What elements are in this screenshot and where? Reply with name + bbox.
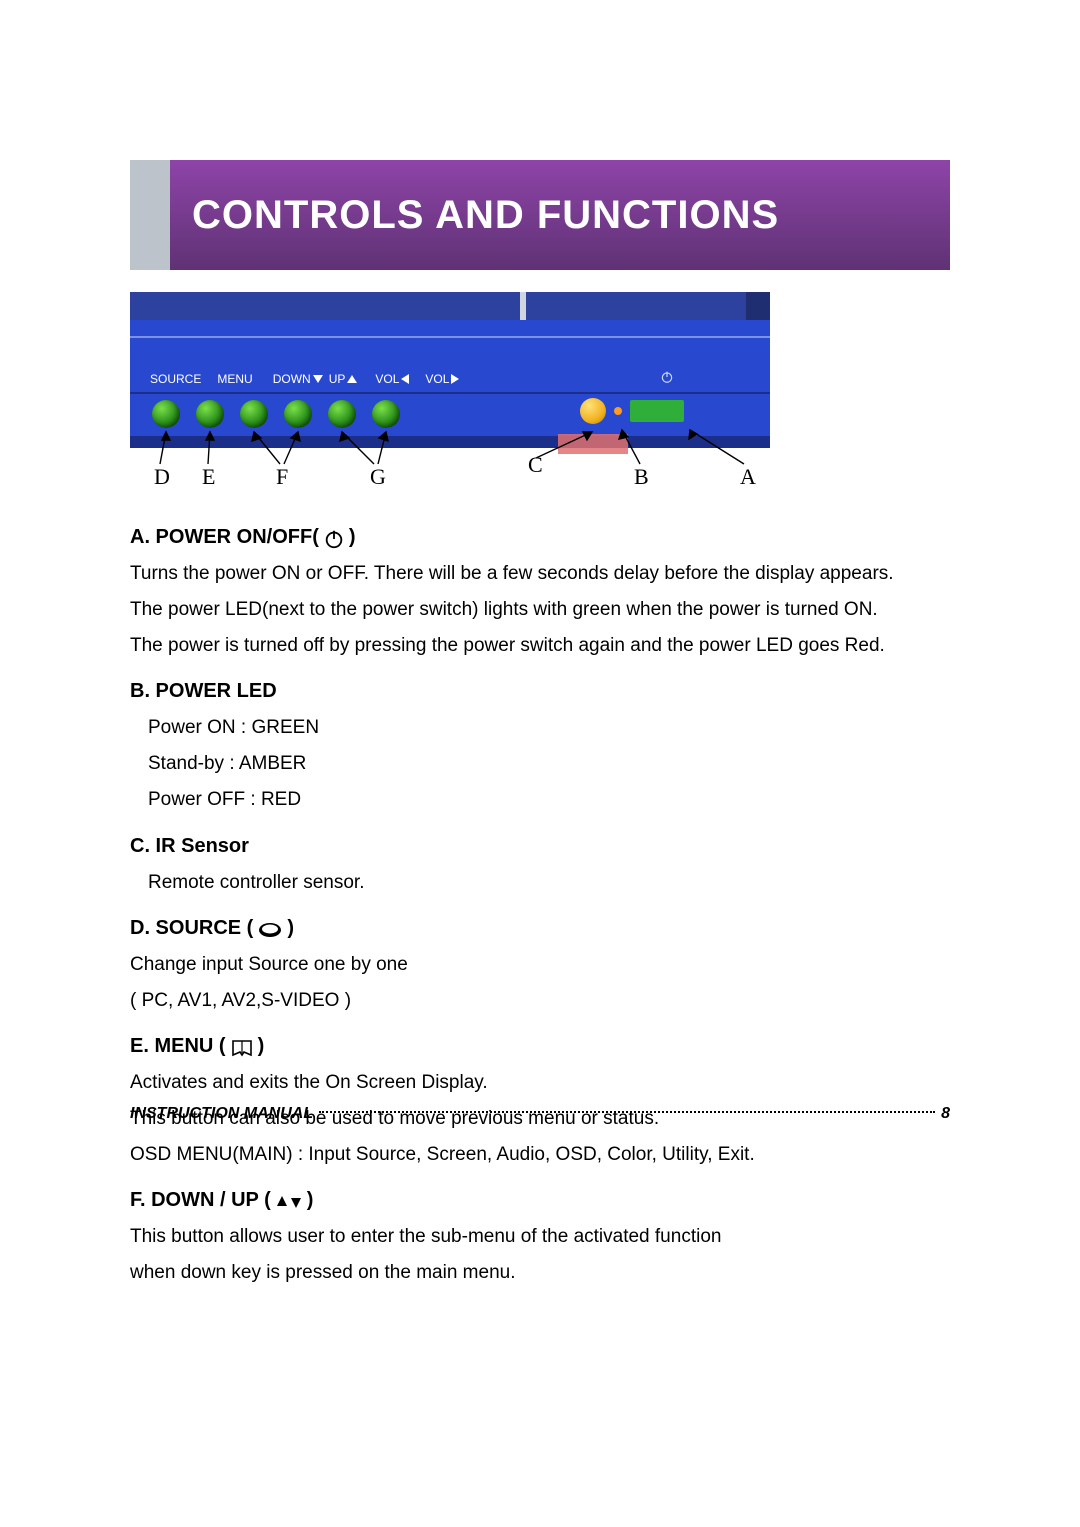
up-button-graphic <box>284 400 312 428</box>
section-d-line-1: ( PC, AV1, AV2,S-VIDEO ) <box>130 983 950 1019</box>
vol-plus-button-graphic <box>372 400 400 428</box>
vol-minus-button-graphic <box>328 400 356 428</box>
control-panel-diagram: SOURCE MENU DOWN UP VOL VOL <box>130 292 770 492</box>
footer-page-number: 8 <box>941 1105 950 1123</box>
label-vol-minus: VOL <box>375 372 409 386</box>
section-b-line-0: Power ON : GREEN <box>130 710 950 746</box>
callout-e: E <box>202 464 215 490</box>
label-vol-plus: VOL <box>425 372 459 386</box>
page-title: CONTROLS AND FUNCTIONS <box>192 193 779 238</box>
label-up: UP <box>329 372 358 386</box>
callout-a: A <box>740 464 756 490</box>
section-d-line-0: Change input Source one by one <box>130 947 950 983</box>
section-a-line-1: The power LED(next to the power switch) … <box>130 592 950 628</box>
source-button-graphic <box>152 400 180 428</box>
section-a-heading: A. POWER ON/OFF( ) <box>130 518 950 556</box>
section-c-line-0: Remote controller sensor. <box>130 865 950 901</box>
down-button-graphic <box>240 400 268 428</box>
footer: INSTRUCTION MANUAL 8 <box>130 1105 950 1123</box>
panel-button-labels: SOURCE MENU DOWN UP VOL VOL <box>150 372 459 386</box>
section-f-heading: F. DOWN / UP ( ) <box>130 1181 950 1219</box>
callout-c: C <box>528 452 543 478</box>
callout-d: D <box>154 464 170 490</box>
menu-button-graphic <box>196 400 224 428</box>
section-e-heading: E. MENU ( ) <box>130 1027 950 1065</box>
label-down: DOWN <box>273 372 323 386</box>
section-b-line-1: Stand-by : AMBER <box>130 746 950 782</box>
section-e-line-0: Activates and exits the On Screen Displa… <box>130 1065 950 1101</box>
input-icon <box>257 921 283 939</box>
panel-buttons-row <box>152 400 400 428</box>
callout-g: G <box>370 464 386 490</box>
manual-page: CONTROLS AND FUNCTIONS SOURCE MENU DOWN … <box>0 0 1080 1527</box>
label-source: SOURCE <box>150 372 201 386</box>
power-led-graphic <box>614 407 622 415</box>
power-icon <box>660 370 674 384</box>
section-b-heading: B. POWER LED <box>130 672 950 710</box>
section-d-heading: D. SOURCE ( ) <box>130 909 950 947</box>
power-cluster-graphic <box>580 398 684 424</box>
section-f-line-1: when down key is pressed on the main men… <box>130 1255 950 1291</box>
callout-b: B <box>634 464 649 490</box>
section-e-line-2: OSD MENU(MAIN) : Input Source, Screen, A… <box>130 1137 950 1173</box>
sections: A. POWER ON/OFF( ) Turns the power ON or… <box>130 518 950 1291</box>
menu-icon <box>230 1038 254 1058</box>
ir-window-graphic <box>630 400 684 422</box>
section-a-line-2: The power is turned off by pressing the … <box>130 628 950 664</box>
title-banner: CONTROLS AND FUNCTIONS <box>130 160 950 270</box>
label-menu: MENU <box>217 372 252 386</box>
section-a-line-0: Turns the power ON or OFF. There will be… <box>130 556 950 592</box>
footer-label: INSTRUCTION MANUAL <box>130 1105 313 1123</box>
section-b-line-2: Power OFF : RED <box>130 782 950 818</box>
power-button-graphic <box>580 398 606 424</box>
callout-f: F <box>276 464 288 490</box>
section-c-heading: C. IR Sensor <box>130 827 950 865</box>
up-down-icon <box>275 1194 303 1210</box>
section-f-line-0: This button allows user to enter the sub… <box>130 1219 950 1255</box>
power-icon <box>323 528 345 550</box>
